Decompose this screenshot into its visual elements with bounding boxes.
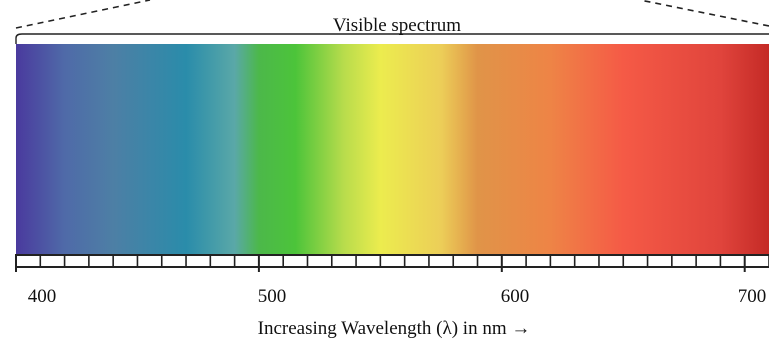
bracket (15, 33, 769, 44)
tick-label-400: 400 (28, 286, 57, 307)
tick-labels: 400 500 600 700 (28, 286, 767, 307)
bracket-right-dashed-line (639, 0, 769, 27)
tick-label-600: 600 (501, 286, 530, 307)
spectrum-title: Visible spectrum (333, 15, 461, 36)
tick-label-700: 700 (738, 286, 767, 307)
bracket-left-dashed-line (15, 0, 151, 29)
wavelength-ruler (15, 254, 769, 272)
axis-label: Increasing Wavelength (λ) in nm → (258, 318, 531, 339)
spectrum-band (16, 44, 769, 254)
tick-label-500: 500 (258, 286, 287, 307)
